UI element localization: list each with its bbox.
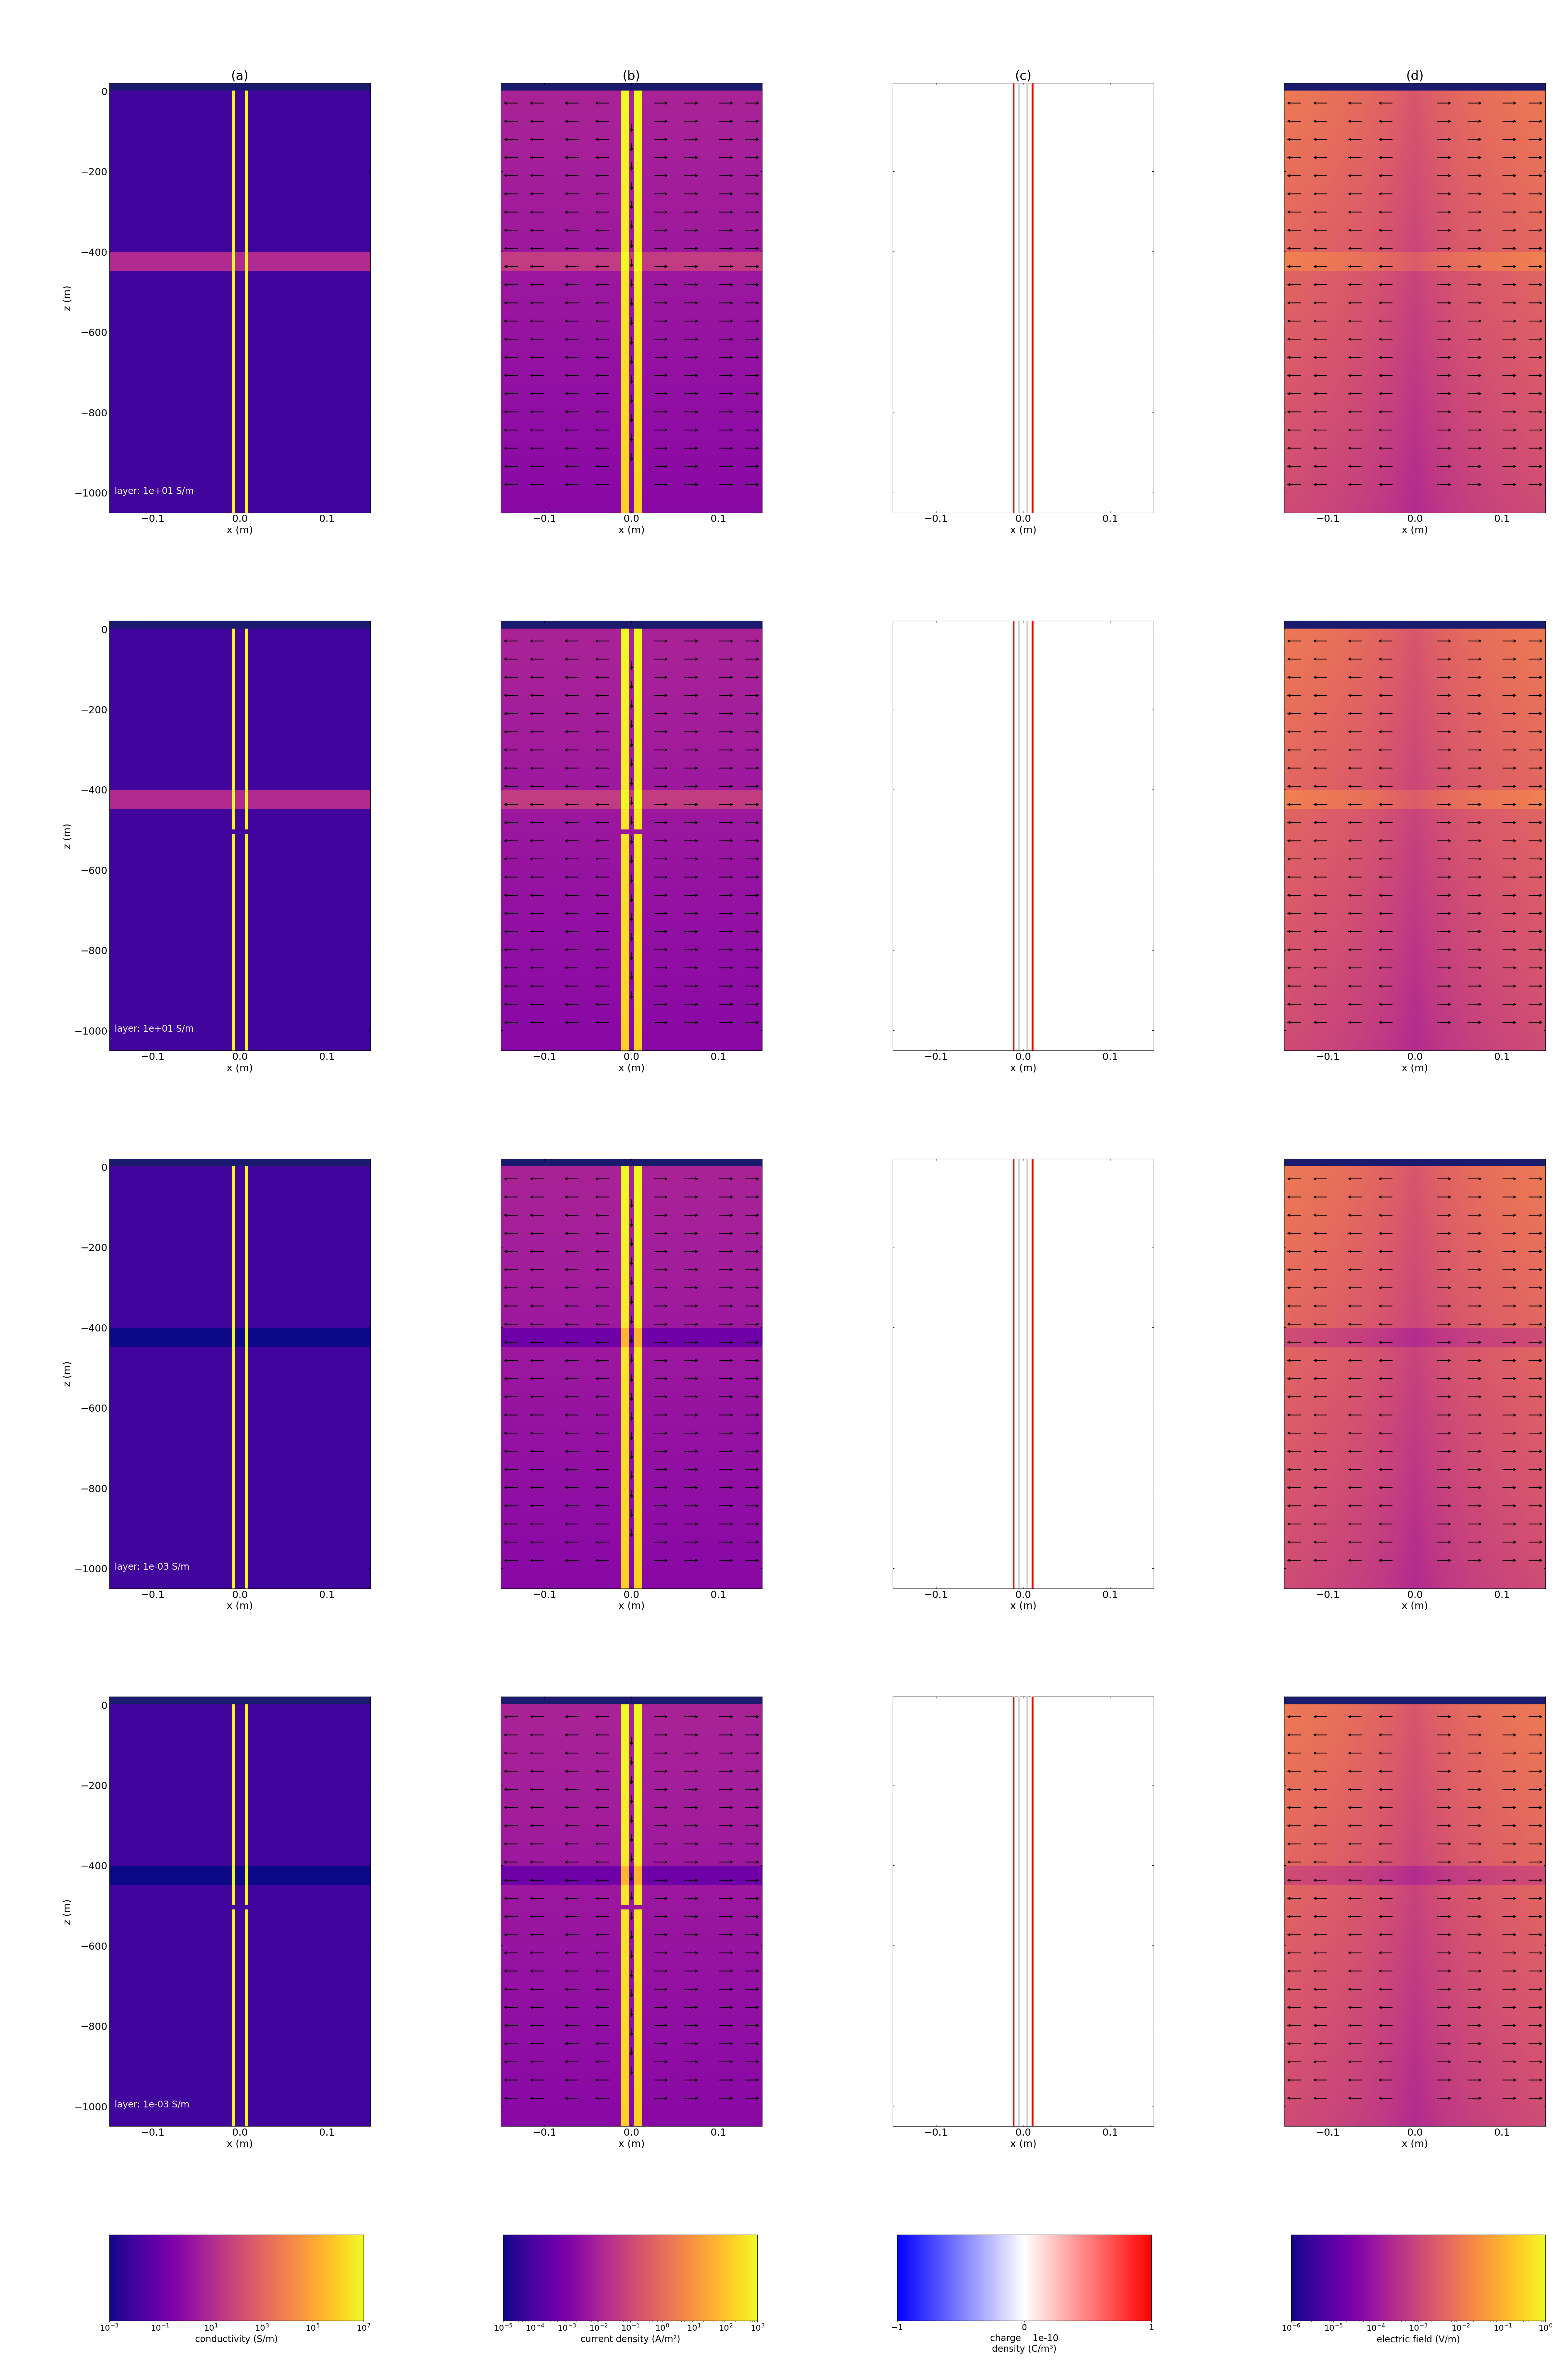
Text: layer: 1e-03 S/m: layer: 1e-03 S/m bbox=[114, 1561, 189, 1571]
Text: layer: 1e-03 S/m: layer: 1e-03 S/m bbox=[114, 2099, 189, 2109]
X-axis label: x (m): x (m) bbox=[618, 2140, 645, 2149]
X-axis label: charge    1e-10
density (C/m³): charge 1e-10 density (C/m³) bbox=[990, 2335, 1058, 2354]
Title: (b): (b) bbox=[623, 69, 640, 83]
Y-axis label: z (m): z (m) bbox=[62, 1361, 72, 1388]
Y-axis label: z (m): z (m) bbox=[62, 1899, 72, 1925]
Y-axis label: z (m): z (m) bbox=[62, 286, 72, 312]
Title: (d): (d) bbox=[1406, 69, 1424, 83]
X-axis label: x (m): x (m) bbox=[1402, 1602, 1428, 1611]
Text: layer: 1e+01 S/m: layer: 1e+01 S/m bbox=[114, 486, 194, 495]
X-axis label: x (m): x (m) bbox=[1402, 526, 1428, 536]
Y-axis label: z (m): z (m) bbox=[62, 823, 72, 850]
X-axis label: x (m): x (m) bbox=[1402, 1064, 1428, 1073]
Text: layer: 1e+01 S/m: layer: 1e+01 S/m bbox=[114, 1023, 194, 1033]
X-axis label: current density (A/m²): current density (A/m²) bbox=[581, 2335, 681, 2344]
X-axis label: x (m): x (m) bbox=[1010, 2140, 1037, 2149]
X-axis label: x (m): x (m) bbox=[618, 526, 645, 536]
X-axis label: x (m): x (m) bbox=[1402, 2140, 1428, 2149]
X-axis label: x (m): x (m) bbox=[1010, 1064, 1037, 1073]
X-axis label: x (m): x (m) bbox=[226, 2140, 253, 2149]
X-axis label: x (m): x (m) bbox=[1010, 1602, 1037, 1611]
X-axis label: x (m): x (m) bbox=[226, 1064, 253, 1073]
Title: (a): (a) bbox=[231, 69, 248, 83]
Title: (c): (c) bbox=[1015, 69, 1032, 83]
X-axis label: electric field (V/m): electric field (V/m) bbox=[1377, 2335, 1460, 2344]
X-axis label: x (m): x (m) bbox=[618, 1602, 645, 1611]
X-axis label: x (m): x (m) bbox=[226, 526, 253, 536]
X-axis label: x (m): x (m) bbox=[1010, 526, 1037, 536]
X-axis label: x (m): x (m) bbox=[226, 1602, 253, 1611]
X-axis label: conductivity (S/m): conductivity (S/m) bbox=[195, 2335, 278, 2344]
X-axis label: x (m): x (m) bbox=[618, 1064, 645, 1073]
